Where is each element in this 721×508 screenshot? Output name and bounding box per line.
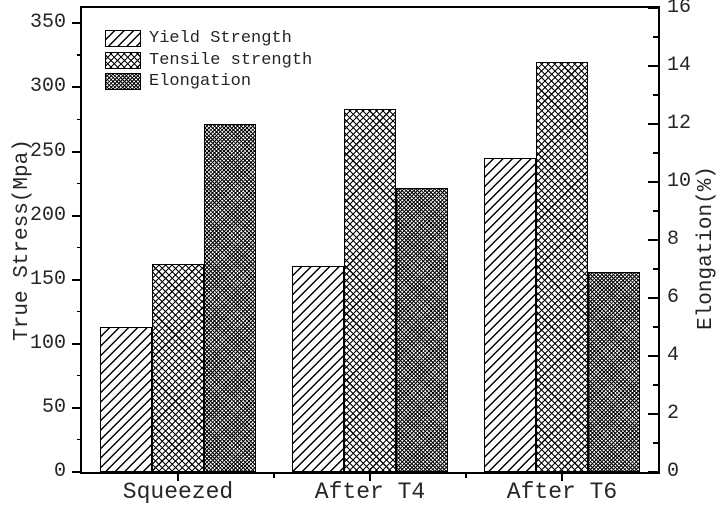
left-axis-tick-label: 50 xyxy=(41,395,66,419)
left-axis-tick-label: 100 xyxy=(29,331,66,355)
right-axis-tick-label: 4 xyxy=(667,344,680,367)
right-axis-minor-tick xyxy=(653,152,658,154)
left-axis-tick-label: 350 xyxy=(29,11,66,35)
right-axis-major-tick xyxy=(648,239,658,241)
left-axis-tick-label: 250 xyxy=(29,139,66,163)
right-axis-tick-label: 0 xyxy=(667,460,680,483)
left-axis-tick-label: 0 xyxy=(53,460,66,483)
left-axis-minor-tick xyxy=(77,310,82,313)
right-axis-minor-tick xyxy=(653,384,658,386)
legend-row: Elongation xyxy=(105,73,251,90)
legend-swatch-elong-icon xyxy=(105,73,141,90)
right-axis-tick-label: 16 xyxy=(667,0,692,19)
right-axis-major-tick xyxy=(648,413,658,415)
left-axis-major-tick xyxy=(72,150,82,153)
right-axis-tick-label: 8 xyxy=(667,228,680,251)
x-axis-category-label: After T6 xyxy=(506,479,618,505)
left-axis-minor-tick xyxy=(77,374,82,377)
legend-row: Tensile strength xyxy=(105,50,313,70)
bar-yield-strength xyxy=(100,327,152,472)
bar-yield-strength xyxy=(484,157,536,472)
left-axis-major-tick xyxy=(72,86,82,89)
left-axis-major-tick xyxy=(72,278,82,281)
bar-tensile-strength xyxy=(536,61,588,472)
left-axis-minor-tick xyxy=(77,54,82,56)
x-axis-major-tick xyxy=(369,472,371,481)
x-axis-minor-tick xyxy=(273,472,275,478)
right-axis-tick-label: 6 xyxy=(667,286,680,309)
legend-label: Yield Strength xyxy=(149,29,292,48)
right-axis-tick-label: 10 xyxy=(667,170,692,193)
left-axis-tick-label: 150 xyxy=(29,267,66,291)
left-axis-tick-label: 200 xyxy=(29,203,66,227)
right-axis-major-tick xyxy=(648,181,658,183)
right-axis-minor-tick xyxy=(653,268,658,270)
right-axis-major-tick xyxy=(648,7,658,9)
left-axis-major-tick xyxy=(72,342,82,345)
right-axis-major-tick xyxy=(648,65,658,67)
right-axis-major-tick xyxy=(648,123,658,125)
left-axis-minor-tick xyxy=(77,182,82,185)
bar-elongation xyxy=(396,187,448,472)
x-axis-category-label: After T4 xyxy=(314,479,426,505)
right-axis-tick-label: 14 xyxy=(667,54,692,77)
right-axis-minor-tick xyxy=(653,326,658,328)
right-axis-tick-label: 12 xyxy=(667,112,692,135)
legend-swatch-yield-icon xyxy=(105,30,141,47)
left-axis-minor-tick xyxy=(77,118,82,120)
left-axis-tick-label: 300 xyxy=(29,75,66,99)
bar-tensile-strength xyxy=(344,109,396,472)
left-axis-major-tick xyxy=(72,406,82,409)
left-axis-minor-tick xyxy=(77,438,82,441)
x-axis-major-tick xyxy=(561,472,563,481)
x-axis-category-label: Squeezed xyxy=(122,479,234,505)
right-axis-tick-label: 2 xyxy=(667,402,680,425)
right-axis-minor-tick xyxy=(653,210,658,212)
legend-label: Tensile strength xyxy=(149,50,313,70)
legend-swatch-tensile-icon xyxy=(105,51,141,69)
legend-row: Yield Strength xyxy=(105,30,292,47)
left-axis-major-tick xyxy=(72,471,82,473)
left-axis-major-tick xyxy=(72,22,82,25)
right-axis-major-tick xyxy=(648,297,658,299)
left-axis-major-tick xyxy=(72,214,82,217)
right-axis-minor-tick xyxy=(653,36,658,38)
x-axis-minor-tick xyxy=(465,472,467,478)
bar-yield-strength xyxy=(292,265,344,472)
right-axis-minor-tick xyxy=(653,442,658,444)
x-axis-major-tick xyxy=(177,472,179,481)
right-axis-major-tick xyxy=(648,355,658,357)
bar-elongation xyxy=(588,271,640,472)
right-axis-minor-tick xyxy=(653,94,658,96)
legend-label: Elongation xyxy=(149,72,252,91)
bar-elongation xyxy=(204,124,256,472)
left-axis-minor-tick xyxy=(77,246,82,249)
bar-tensile-strength xyxy=(152,264,204,472)
right-axis-major-tick xyxy=(648,471,658,473)
